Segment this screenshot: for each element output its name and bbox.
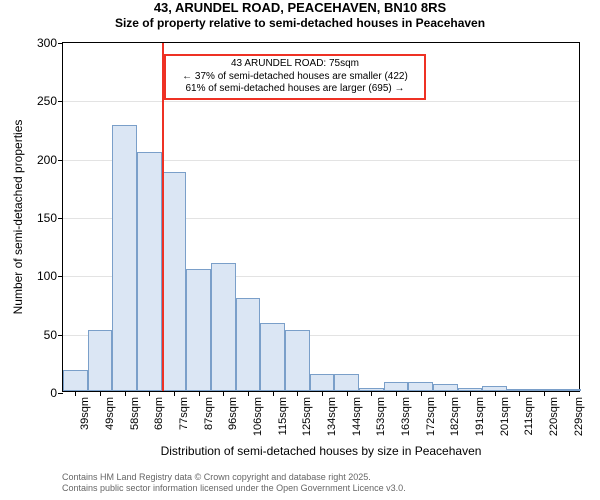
x-tick-mark [174,391,175,396]
x-tick-mark [445,391,446,396]
y-tick-label: 50 [44,328,63,342]
x-tick-mark [223,391,224,396]
y-axis-label: Number of semi-detached properties [11,120,25,315]
x-tick-label: 68sqm [153,397,165,430]
x-tick-label: 220sqm [548,397,560,436]
y-tick-label: 300 [37,36,63,50]
bar [112,125,137,391]
x-tick-label: 77sqm [178,397,190,430]
x-tick-mark [396,391,397,396]
attribution-text: Contains HM Land Registry data © Crown c… [62,472,406,495]
bar [162,172,187,391]
bar [408,382,433,391]
bar [88,330,113,391]
bar [63,370,88,391]
x-tick-label: 191sqm [474,397,486,436]
x-tick-mark [149,391,150,396]
x-tick-label: 172sqm [425,397,437,436]
annotation-line: ← 37% of semi-detached houses are smalle… [172,71,418,84]
x-tick-mark [519,391,520,396]
chart-container: { "title": "43, ARUNDEL ROAD, PEACEHAVEN… [0,0,600,500]
x-tick-mark [470,391,471,396]
x-tick-mark [322,391,323,396]
x-tick-mark [273,391,274,396]
annotation-line: 61% of semi-detached houses are larger (… [172,83,418,96]
x-tick-mark [495,391,496,396]
x-tick-label: 39sqm [79,397,91,430]
x-tick-label: 153sqm [375,397,387,436]
bar [137,152,162,391]
bar [433,384,458,391]
x-tick-label: 115sqm [277,397,289,435]
x-tick-label: 163sqm [400,397,412,436]
x-tick-label: 201sqm [499,397,511,436]
x-tick-mark [125,391,126,396]
x-tick-mark [100,391,101,396]
x-tick-mark [544,391,545,396]
x-tick-label: 96sqm [227,397,239,430]
x-tick-mark [371,391,372,396]
x-tick-label: 106sqm [252,397,264,436]
attribution-line: Contains HM Land Registry data © Crown c… [62,472,406,483]
x-tick-label: 182sqm [449,397,461,436]
chart-title: 43, ARUNDEL ROAD, PEACEHAVEN, BN10 8RS [0,0,600,16]
x-tick-mark [569,391,570,396]
x-tick-mark [297,391,298,396]
bar [236,298,261,391]
x-tick-label: 134sqm [326,397,338,436]
x-tick-mark [248,391,249,396]
x-tick-label: 87sqm [203,397,215,430]
bar [310,374,335,392]
y-tick-label: 0 [50,386,63,400]
x-tick-label: 144sqm [351,397,363,436]
y-tick-label: 250 [37,94,63,108]
x-tick-mark [199,391,200,396]
bar [285,330,310,391]
chart-subtitle: Size of property relative to semi-detach… [0,16,600,31]
x-tick-label: 229sqm [573,397,585,436]
annotation-line: 43 ARUNDEL ROAD: 75sqm [172,58,418,71]
x-tick-mark [347,391,348,396]
bar [334,374,359,392]
x-tick-label: 211sqm [523,397,535,435]
x-tick-mark [75,391,76,396]
y-tick-label: 150 [37,211,63,225]
gridline [63,101,579,102]
attribution-line: Contains public sector information licen… [62,483,406,494]
bar [384,382,409,391]
y-tick-label: 200 [37,153,63,167]
x-tick-label: 58sqm [129,397,141,430]
y-tick-label: 100 [37,269,63,283]
x-tick-label: 125sqm [301,397,313,436]
bar [186,269,211,392]
x-tick-label: 49sqm [104,397,116,430]
annotation-box: 43 ARUNDEL ROAD: 75sqm← 37% of semi-deta… [164,54,426,100]
x-tick-mark [421,391,422,396]
bar [211,263,236,391]
x-axis-label: Distribution of semi-detached houses by … [161,444,482,458]
bar [260,323,285,391]
